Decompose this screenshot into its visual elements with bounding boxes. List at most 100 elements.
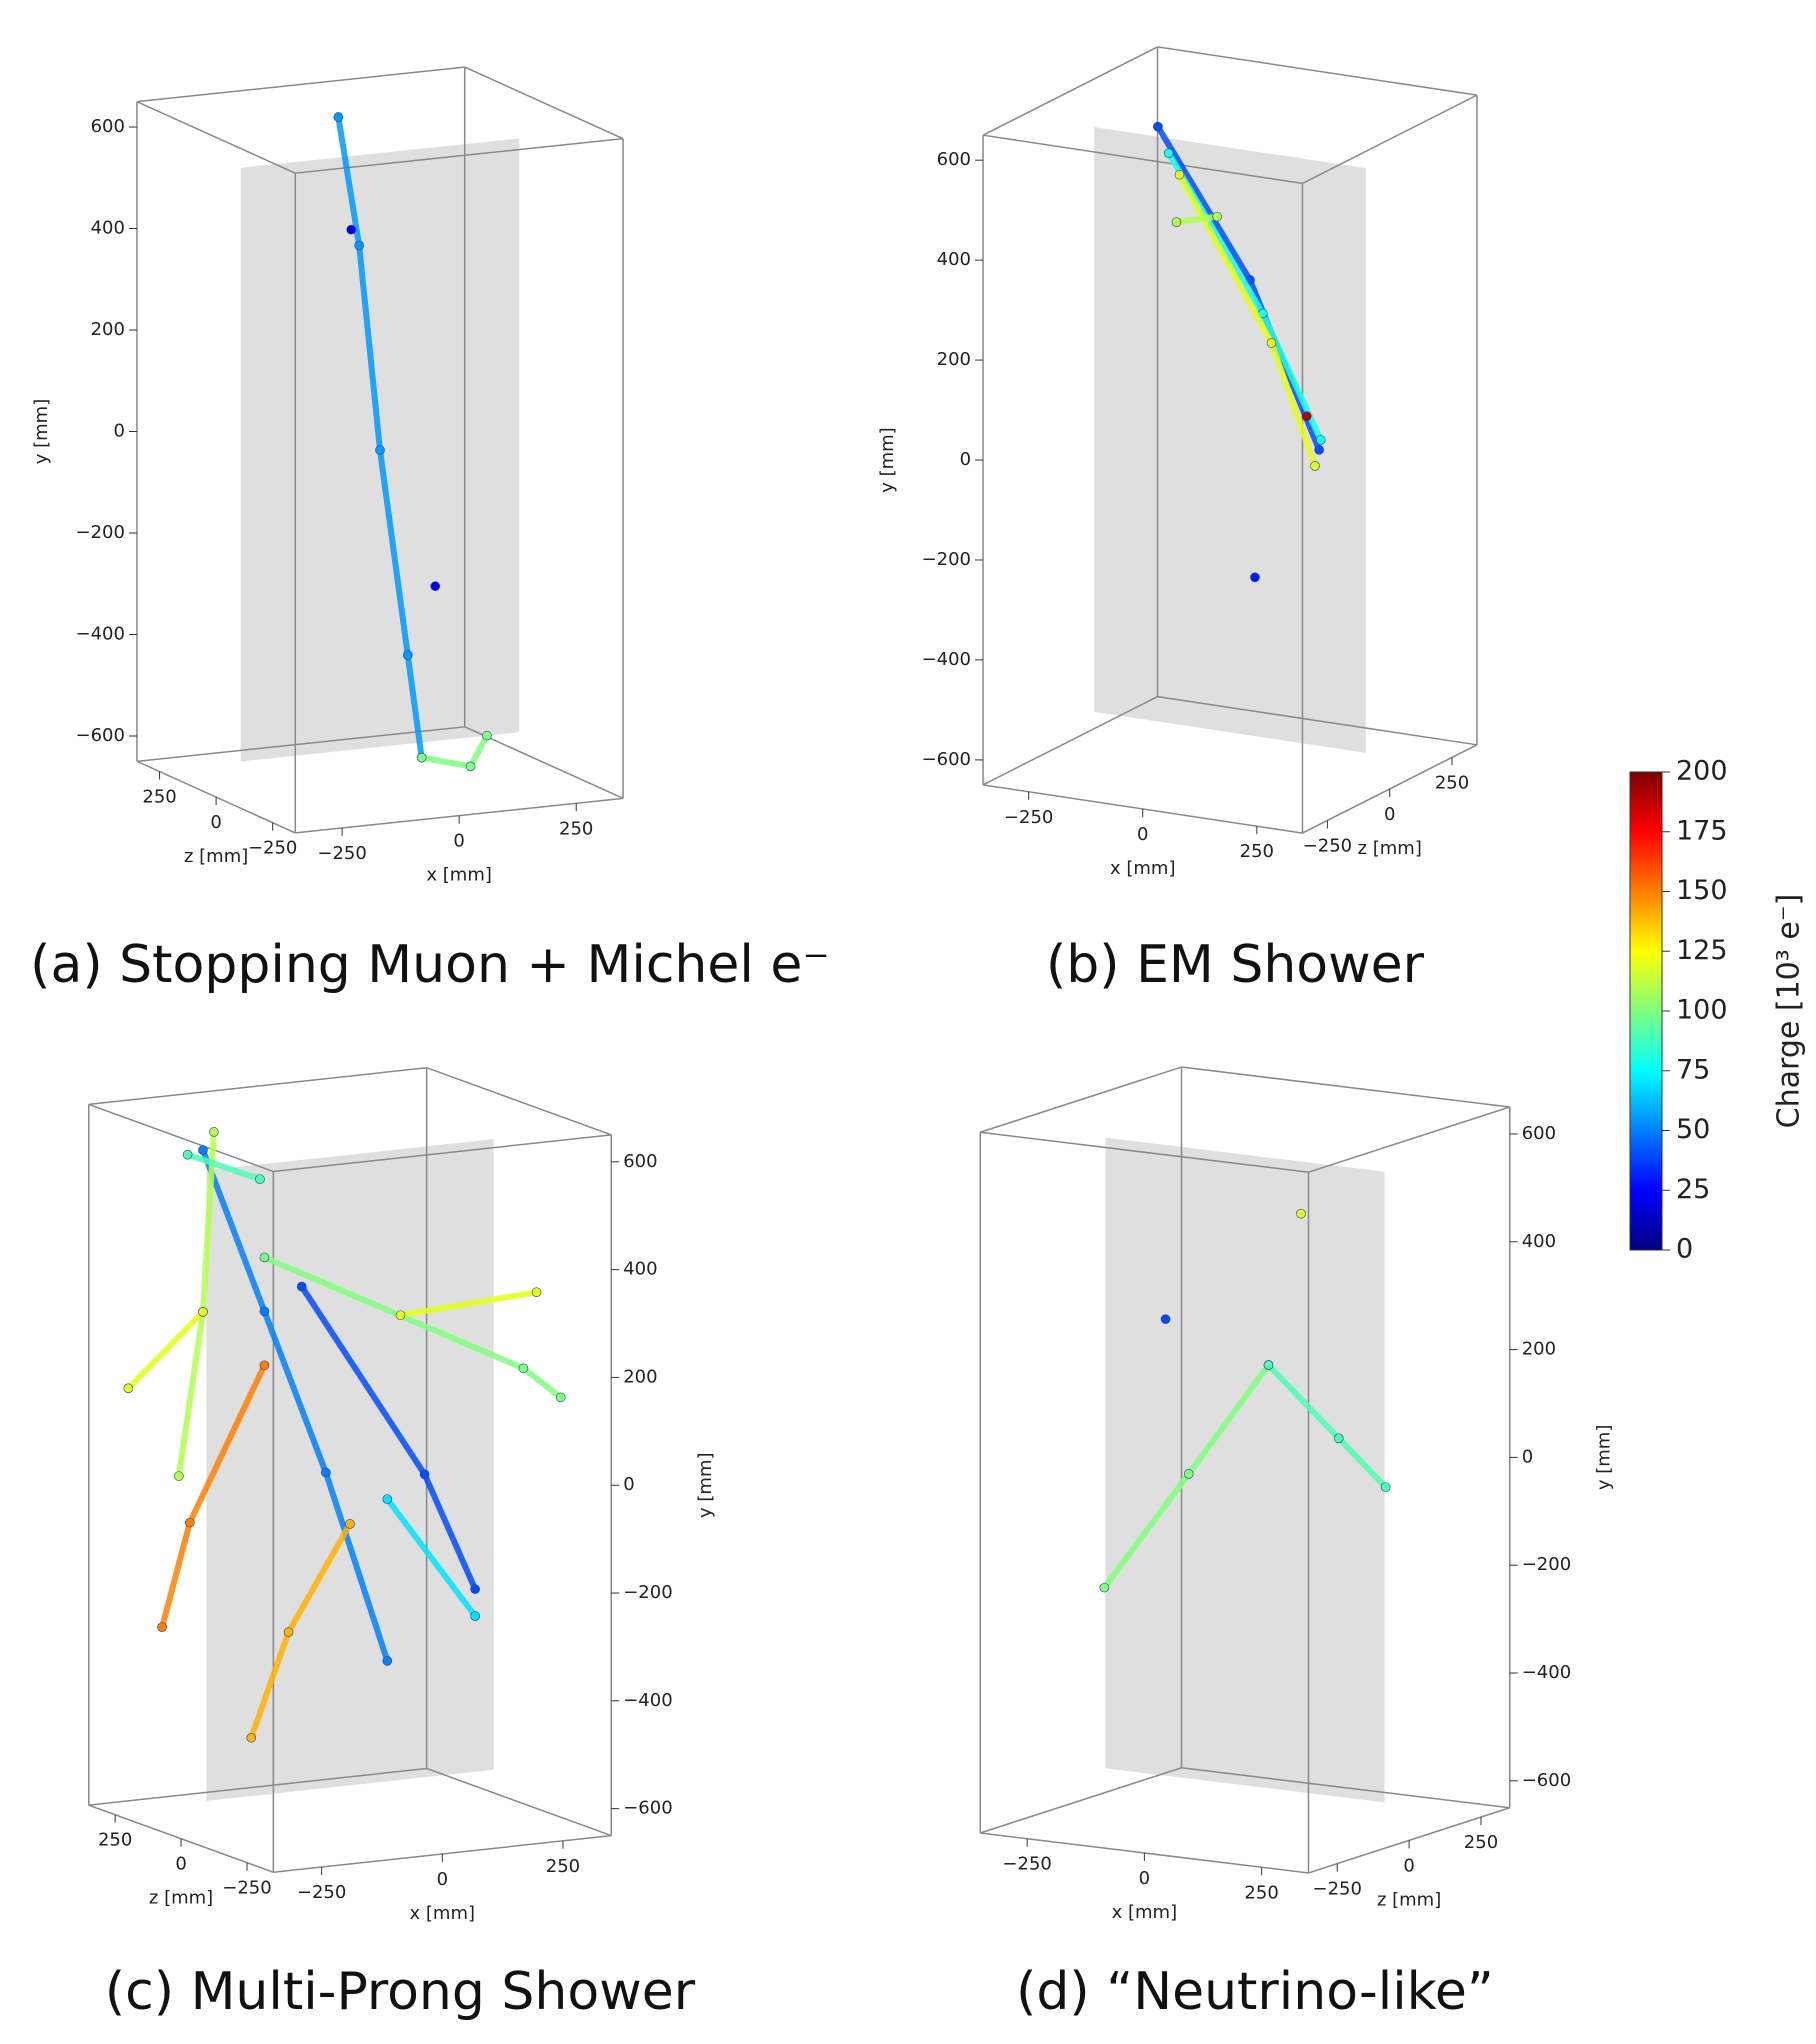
- y-tick-label: −400: [1522, 1662, 1571, 1683]
- colorbar-tick-label: 50: [1676, 1114, 1710, 1145]
- y-tick-label: 0: [623, 1474, 634, 1495]
- hit: [1301, 411, 1312, 421]
- hit: [382, 1494, 393, 1504]
- colorbar-label: Charge [10³ e⁻]: [1772, 894, 1807, 1129]
- hit: [382, 1656, 393, 1666]
- box-edge: [980, 1767, 1182, 1834]
- hit: [531, 1287, 542, 1298]
- track: [1173, 213, 1221, 226]
- box-edge: [426, 1767, 612, 1837]
- track: [125, 1308, 206, 1392]
- z-axis-label: z [mm]: [184, 846, 248, 867]
- hit: [1266, 338, 1277, 348]
- y-tick-label: 400: [937, 249, 971, 270]
- colorbar: [1629, 771, 1663, 1251]
- y-tick-label: 200: [623, 1366, 657, 1387]
- x-tick-label: 250: [1240, 841, 1274, 862]
- hit: [259, 1252, 270, 1263]
- hit: [184, 1517, 195, 1528]
- hit: [1380, 1482, 1391, 1492]
- hit: [1183, 1469, 1194, 1479]
- panel-caption: (b) EM Shower: [1046, 935, 1425, 995]
- hit: [296, 1281, 307, 1292]
- z-axis-label: z [mm]: [1377, 1889, 1441, 1910]
- colorbar-tick-label: 100: [1676, 995, 1728, 1026]
- hit: [345, 1519, 355, 1529]
- hit: [1263, 1360, 1274, 1370]
- hit: [482, 730, 492, 741]
- hit: [321, 1467, 331, 1478]
- z-axis-label: z [mm]: [1358, 838, 1422, 859]
- x-tick-label: 0: [1139, 1868, 1150, 1889]
- y-tick-label: −200: [623, 1582, 672, 1603]
- box-edge: [88, 1103, 274, 1173]
- hit: [1160, 1314, 1171, 1324]
- z-tick-label: 250: [1435, 772, 1469, 793]
- hit: [1310, 461, 1320, 471]
- detector-plane: [1105, 1137, 1385, 1803]
- x-axis-label: x [mm]: [1112, 1902, 1178, 1923]
- hit: [1212, 211, 1222, 222]
- box-edge: [982, 46, 1158, 136]
- hit: [1316, 435, 1326, 445]
- x-tick-label: 250: [546, 1856, 580, 1877]
- z-tick-label: 0: [1384, 804, 1395, 825]
- box-edge: [1157, 46, 1478, 96]
- y-tick-label: 400: [1522, 1231, 1556, 1252]
- hit: [346, 224, 357, 235]
- y-axis-label: y [mm]: [31, 399, 52, 465]
- z-tick-label: 250: [98, 1830, 132, 1851]
- hit: [333, 112, 344, 122]
- y-tick-label: −400: [76, 623, 125, 644]
- colorbar-tick-label: 25: [1676, 1174, 1710, 1205]
- z-tick-label: −250: [248, 838, 297, 859]
- x-tick-label: 0: [453, 831, 464, 852]
- hit: [1250, 572, 1260, 583]
- y-tick-label: 600: [937, 149, 971, 170]
- y-tick-label: −200: [1522, 1554, 1571, 1575]
- z-tick-label: 0: [1403, 1855, 1414, 1876]
- y-axis-label: y [mm]: [1594, 1425, 1615, 1491]
- hit: [157, 1622, 167, 1633]
- z-tick-label: −250: [222, 1878, 271, 1899]
- y-tick-label: 600: [623, 1151, 657, 1172]
- track: [397, 1289, 540, 1319]
- colorbar-tick-label: 175: [1676, 815, 1728, 846]
- panel-caption: (d) “Neutrino-like”: [1016, 1962, 1494, 2022]
- x-tick-label: −250: [1004, 807, 1053, 828]
- x-axis-label: x [mm]: [410, 1903, 476, 1924]
- y-tick-label: −200: [922, 549, 971, 570]
- box-edge: [980, 1832, 1309, 1874]
- hit: [283, 1627, 294, 1637]
- x-tick-label: −250: [317, 843, 366, 864]
- y-tick-label: 600: [91, 116, 125, 137]
- z-tick-label: 250: [142, 787, 176, 808]
- track: [184, 1151, 263, 1183]
- y-tick-label: 200: [937, 349, 971, 370]
- box-edge: [295, 137, 624, 174]
- box-edge: [136, 66, 465, 103]
- hit: [395, 1310, 406, 1321]
- y-tick-label: 400: [623, 1259, 657, 1280]
- y-tick-label: −600: [76, 725, 125, 746]
- box-edge: [982, 134, 1303, 185]
- box-edge: [1181, 1767, 1510, 1809]
- hit: [246, 1732, 257, 1743]
- y-tick-label: 200: [1522, 1339, 1556, 1360]
- colorbar-tick-label: 200: [1676, 756, 1728, 787]
- z-tick-label: 250: [1464, 1832, 1498, 1853]
- y-axis-label: y [mm]: [877, 427, 898, 493]
- box-edge: [136, 100, 296, 174]
- colorbar-tick-label: 125: [1676, 935, 1728, 966]
- z-tick-label: −250: [1303, 835, 1352, 856]
- x-tick-label: 250: [1244, 1882, 1278, 1903]
- hit: [354, 240, 364, 251]
- z-tick-label: 0: [210, 812, 221, 833]
- colorbar-tick-label: 75: [1676, 1054, 1710, 1085]
- y-tick-label: 200: [91, 319, 125, 340]
- hit: [1163, 148, 1174, 159]
- z-tick-label: −250: [1313, 1879, 1362, 1900]
- hit: [259, 1360, 270, 1371]
- y-tick-label: 0: [960, 449, 971, 470]
